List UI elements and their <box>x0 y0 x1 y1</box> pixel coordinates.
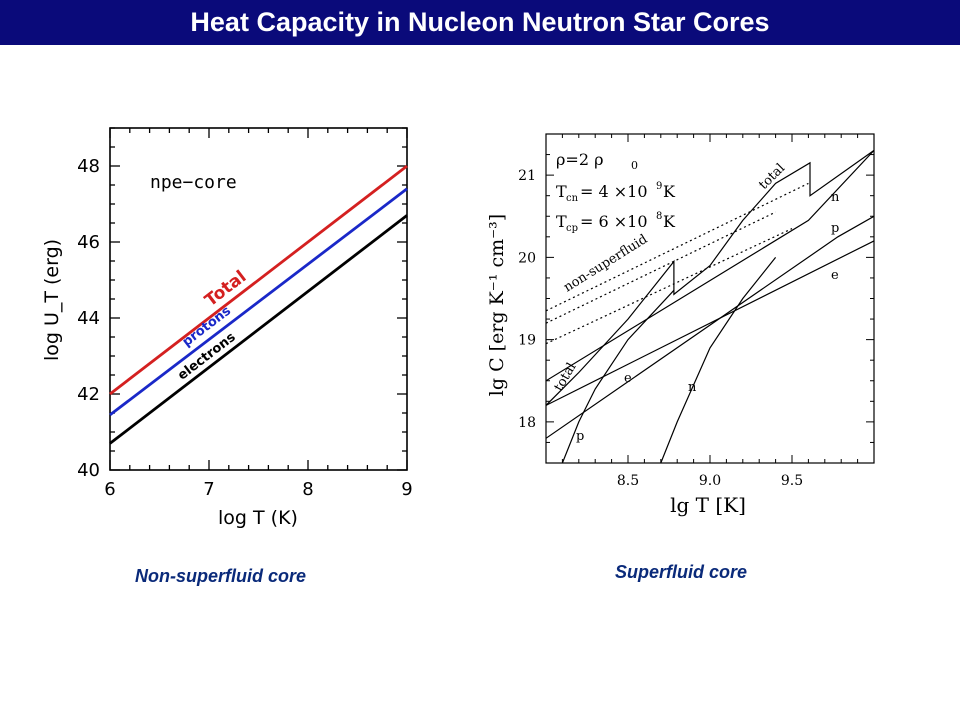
right-annotation-tcp: T <box>556 212 567 231</box>
left-x-tick-label: 7 <box>203 479 214 500</box>
right-y-tick-label: 21 <box>518 168 536 184</box>
right-series-p-superfluid- <box>561 289 675 463</box>
right-annotation-tcp-val: = 6 ×10 <box>580 212 648 231</box>
right-annotation-tcn-unit: K <box>663 182 676 201</box>
right-curve-label-3: e <box>831 268 839 283</box>
right-x-tick-label: 8.5 <box>617 473 639 489</box>
left-y-axis-label: log U_T (erg) <box>41 239 63 361</box>
left-chart: 6 7 8 9 40 42 44 46 48 log T (K) log U_T (erg) npe−… <box>41 127 413 529</box>
caption-non-superfluid: Non-superfluid core <box>135 566 307 586</box>
right-y-axis-label: lg C [erg K⁻¹ cm⁻³] <box>486 214 508 396</box>
right-series-e <box>546 240 874 406</box>
right-series-non-superfluid-n <box>546 182 809 312</box>
left-series-line-electrons <box>109 214 408 445</box>
right-curve-label-1: n <box>831 190 840 205</box>
right-chart: 8.5 9.0 9.5 18 19 20 21 lg T [K] lg C [erg K⁻¹ c… <box>486 133 875 517</box>
right-y-tick-label: 20 <box>518 250 536 266</box>
right-x-tick-label: 9.5 <box>781 473 803 489</box>
right-series-non-superfluid-total <box>546 228 793 345</box>
left-y-tick-label: 42 <box>77 384 100 405</box>
page-title: Heat Capacity in Nucleon Neutron Star Co… <box>0 0 960 45</box>
left-series-line-protons <box>109 187 408 417</box>
left-annotation: npe−core <box>150 172 237 193</box>
right-curves <box>546 149 874 463</box>
left-x-tick-label: 8 <box>302 479 313 500</box>
right-series-p <box>546 215 874 439</box>
right-annotation-tcn-val: = 4 ×10 <box>580 182 648 201</box>
right-annotation-tcp-exp: 8 <box>656 211 662 222</box>
right-annotation-tcp-unit: K <box>663 212 676 231</box>
left-y-tick-label: 48 <box>77 156 100 177</box>
right-curve-label-5: total <box>551 360 579 394</box>
left-y-tick-label: 44 <box>77 308 100 329</box>
right-annotation-rho: ρ=2 ρ <box>556 150 603 169</box>
left-y-tick-label: 46 <box>77 232 100 253</box>
right-y-tick-label: 18 <box>518 415 536 431</box>
right-annotation-tcp-sub: cp <box>566 223 578 234</box>
right-annotation-tcn-exp: 9 <box>656 181 662 192</box>
left-y-tick-label: 40 <box>77 460 100 481</box>
left-x-axis-label: log T (K) <box>218 507 298 529</box>
right-series-total <box>546 149 874 406</box>
right-curve-label-2: p <box>831 221 839 236</box>
right-curve-label-6: e <box>624 371 632 386</box>
right-curve-label-8: p <box>576 429 584 444</box>
left-x-tick-label: 9 <box>401 479 412 500</box>
right-series-n-superfluid- <box>660 257 777 463</box>
right-x-axis-label: lg T [K] <box>670 493 746 517</box>
right-series-n <box>546 149 874 382</box>
right-annotation-rho-sub: 0 <box>631 159 638 172</box>
right-y-tick-label: 19 <box>518 333 536 349</box>
left-series-line-total <box>109 164 408 396</box>
right-curve-label-7: n <box>688 380 697 395</box>
right-curve-label-4: non-superfluid <box>561 232 650 295</box>
right-annotation-tcn: T <box>556 182 567 201</box>
right-annotation-tcn-sub: cn <box>566 193 579 204</box>
left-x-tick-label: 6 <box>104 479 115 500</box>
caption-superfluid: Superfluid core <box>615 562 748 582</box>
right-x-tick-label: 9.0 <box>699 473 721 489</box>
